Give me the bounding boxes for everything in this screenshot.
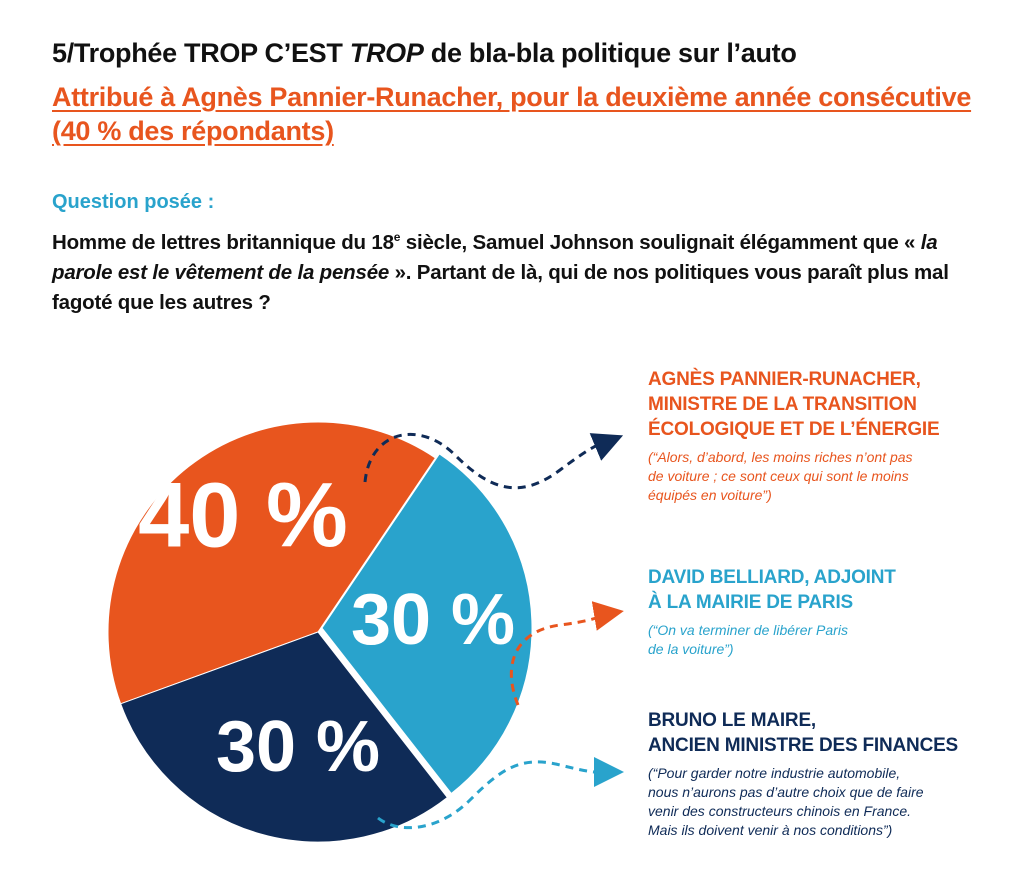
pie-slice-3 (120, 631, 448, 843)
connector-arrow-2 (509, 601, 624, 706)
slice-label-1: 40 % (138, 464, 348, 566)
annotation-2-name: DAVID BELLIARD, ADJOINT À LA MAIRIE DE P… (648, 567, 896, 613)
annotation-1-name: AGNÈS PANNIER-RUNACHER, MINISTRE DE LA T… (648, 369, 940, 440)
annotation-3: BRUNO LE MAIRE, ANCIEN MINISTRE DES FINA… (648, 708, 958, 840)
annotation-1: AGNÈS PANNIER-RUNACHER, MINISTRE DE LA T… (648, 367, 940, 505)
page-title: 5/Trophée TROP C’EST TROP de bla-bla pol… (52, 38, 797, 68)
slice-label-3: 30 % (216, 707, 380, 787)
annotation-2-quote: (“On va terminer de libérer Paris de la … (648, 622, 848, 657)
annotation-2: DAVID BELLIARD, ADJOINT À LA MAIRIE DE P… (648, 565, 896, 659)
question-label: Question posée : (52, 191, 215, 213)
slice-label-2: 30 % (351, 580, 515, 660)
connector-arrow-3 (377, 757, 624, 830)
page-subtitle: Attribué à Agnès Pannier-Runacher, pour … (52, 82, 972, 146)
annotation-3-quote: (“Pour garder notre industrie automobile… (648, 765, 924, 838)
pie-slice-1 (107, 421, 437, 705)
question-text: Homme de lettres britannique du 18e sièc… (52, 230, 949, 314)
annotation-1-quote: (“Alors, d’abord, les moins riches n’ont… (648, 449, 913, 503)
pie-slice-2 (321, 453, 533, 795)
annotation-3-name: BRUNO LE MAIRE, ANCIEN MINISTRE DES FINA… (648, 710, 959, 756)
